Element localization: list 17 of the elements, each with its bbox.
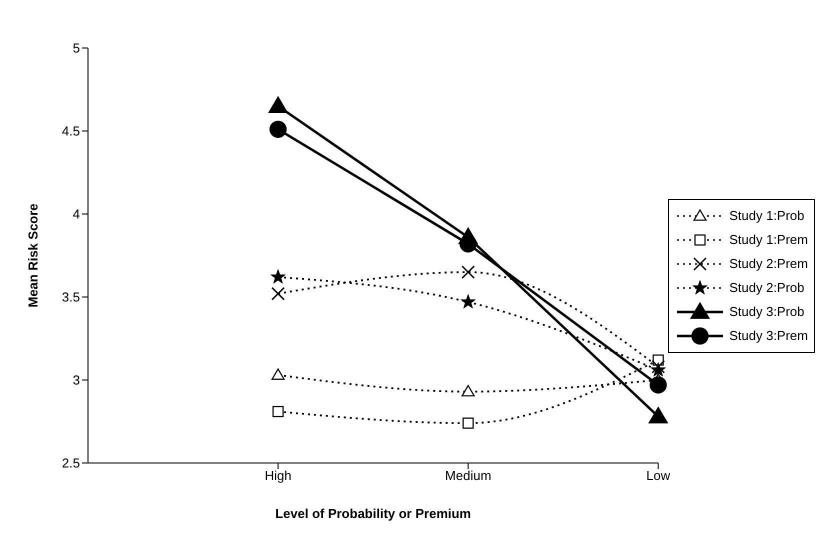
x-tick-label: High xyxy=(264,468,292,484)
x-tick-label: Low xyxy=(646,468,671,484)
y-tick-label: 4.5 xyxy=(62,124,80,139)
legend-label: Study 2:Prem xyxy=(729,256,808,271)
legend-label: Study 3:Prem xyxy=(729,328,808,343)
y-tick-label: 4 xyxy=(72,206,80,222)
y-tick-label: 5 xyxy=(72,40,80,56)
legend-label: Study 3:Prob xyxy=(729,304,804,319)
legend-label: Study 2:Prob xyxy=(729,280,804,295)
legend-label: Study 1:Prem xyxy=(729,232,808,247)
y-tick-label: 3.5 xyxy=(62,290,80,305)
x-axis-title: Level of Probability or Premium xyxy=(275,506,472,521)
y-axis-title: Mean Risk Score xyxy=(26,203,41,308)
x-tick-label: Medium xyxy=(445,468,492,484)
y-tick-label: 3 xyxy=(72,372,80,388)
legend-label: Study 1:Prob xyxy=(729,208,804,223)
y-tick-label: 2.5 xyxy=(62,456,80,471)
